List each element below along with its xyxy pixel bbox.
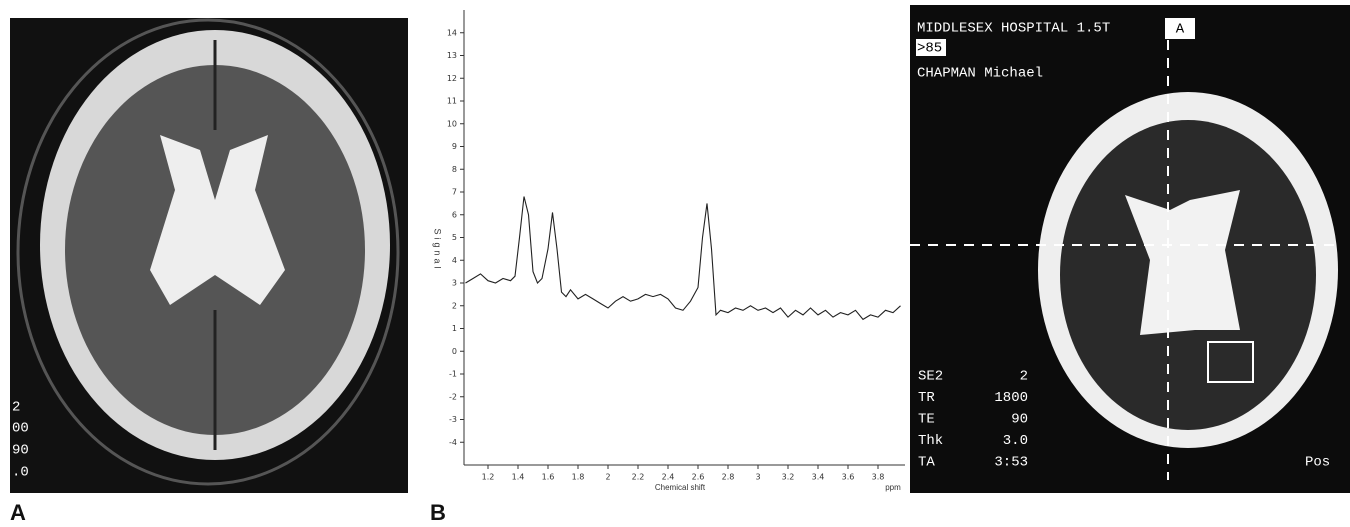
- scan-params: SE2 2 TR 1800 TE 90 Thk 3.0 TA 3:53: [918, 369, 1028, 471]
- y-tick-label: 11: [447, 97, 457, 106]
- param-name: TE: [918, 412, 935, 428]
- overlay-text: 2: [12, 400, 20, 416]
- param-value: 2: [1020, 369, 1028, 385]
- param-name: SE2: [918, 369, 943, 385]
- y-tick-label: -1: [449, 370, 457, 379]
- y-tick-label: 1: [452, 324, 457, 333]
- param-name: TR: [918, 390, 935, 406]
- skull-outline: [16, 18, 400, 486]
- param-value: 3.0: [1003, 433, 1028, 449]
- param-name: TA: [918, 455, 935, 471]
- spectrum-line: [465, 196, 901, 321]
- x-axis-title: Chemical shift: [655, 483, 706, 492]
- x-tick-label: 3.2: [782, 473, 795, 482]
- y-tick-label: 4: [452, 256, 457, 265]
- badge-box: [1165, 18, 1195, 39]
- ventricles: [1125, 190, 1240, 335]
- y-tick-label: 8: [452, 165, 457, 174]
- patient-id: >85: [917, 41, 942, 57]
- hospital-header: MIDDLESEX HOSPITAL 1.5T: [917, 21, 1110, 37]
- x-tick-label: 2.8: [722, 473, 735, 482]
- x-tick-label: 1.4: [512, 473, 525, 482]
- voxel-box: [1207, 341, 1254, 383]
- patient-name: CHAPMAN Michael: [917, 66, 1043, 82]
- y-tick-label: 7: [452, 188, 457, 197]
- param-name: Thk: [918, 433, 943, 449]
- y-tick-label: 14: [447, 28, 457, 37]
- id-box: [916, 39, 946, 56]
- y-tick-label: -3: [449, 415, 457, 424]
- x-tick-label: 2.4: [662, 473, 675, 482]
- param-value: 3:53: [994, 455, 1028, 471]
- x-tick-label: 3: [755, 473, 760, 482]
- x-tick-label: 1.8: [572, 473, 585, 482]
- param-value: 1800: [994, 390, 1028, 406]
- x-tick-label: 1.6: [542, 473, 555, 482]
- y-tick-label: -4: [449, 438, 457, 447]
- y-tick-label: 5: [452, 233, 457, 242]
- y-tick-label: 9: [452, 142, 457, 151]
- y-tick-label: 0: [452, 347, 457, 356]
- y-axis-title: Signal: [433, 228, 443, 271]
- y-tick-label: 10: [447, 119, 457, 128]
- x-tick-label: 2.2: [632, 473, 645, 482]
- overlay-text: 00: [12, 421, 29, 437]
- y-tick-label: 6: [452, 210, 457, 219]
- y-tick-label: 12: [447, 74, 457, 83]
- x-tick-label: 2.6: [692, 473, 705, 482]
- badge: A: [1176, 22, 1185, 38]
- x-tick-label: 3.4: [812, 473, 825, 482]
- x-axis-unit: ppm: [885, 483, 901, 492]
- x-tick-label: 3.6: [842, 473, 855, 482]
- param-value: 90: [1011, 412, 1028, 428]
- x-tick-label: 3.8: [872, 473, 885, 482]
- y-tick-label: 2: [452, 301, 457, 310]
- overlay-text: .0: [12, 465, 29, 481]
- orientation: Pos: [1305, 455, 1330, 471]
- ventricles: [150, 135, 285, 305]
- panel-label: B: [430, 500, 446, 525]
- x-tick-label: 1.2: [482, 473, 495, 482]
- y-tick-label: -2: [449, 392, 457, 401]
- overlay-text: 90: [12, 443, 29, 459]
- spectrum-chart: Signal Chemical shift ppm -4-3-2-1012345…: [433, 10, 905, 492]
- panel-label: A: [10, 500, 26, 525]
- x-tick-label: 2: [605, 473, 610, 482]
- y-tick-label: 13: [447, 51, 457, 60]
- y-tick-label: 3: [452, 279, 457, 288]
